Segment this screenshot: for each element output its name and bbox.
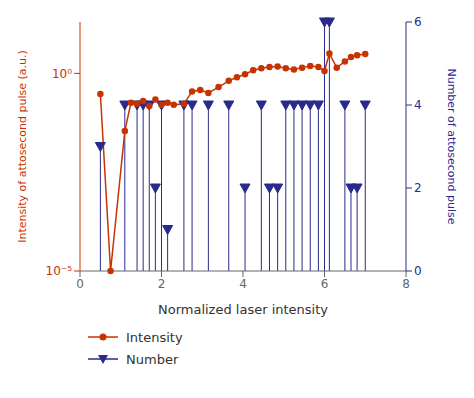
- html-text:Number: Number: [126, 351, 179, 367]
- svg-text:0: 0: [76, 277, 84, 291]
- html-text:Intensity: Intensity: [126, 329, 183, 345]
- svg-text:Number of attosecond pulse: Number of attosecond pulse: [445, 68, 458, 224]
- svg-text:2: 2: [414, 181, 422, 195]
- svg-text:10⁻⁵: 10⁻⁵: [46, 264, 73, 278]
- svg-text:4: 4: [239, 277, 247, 291]
- svg-text:Normalized laser intensity: Normalized laser intensity: [158, 302, 328, 317]
- svg-text:2: 2: [158, 277, 166, 291]
- svg-text:0: 0: [414, 264, 422, 278]
- svg-text:6: 6: [414, 15, 422, 29]
- svg-text:6: 6: [321, 277, 329, 291]
- svg-text:Intensity of attosecond pulse: Intensity of attosecond pulse (a.u.): [16, 50, 29, 243]
- svg-text:10⁰: 10⁰: [52, 67, 72, 81]
- svg-text:4: 4: [414, 98, 422, 112]
- svg-text:8: 8: [402, 277, 410, 291]
